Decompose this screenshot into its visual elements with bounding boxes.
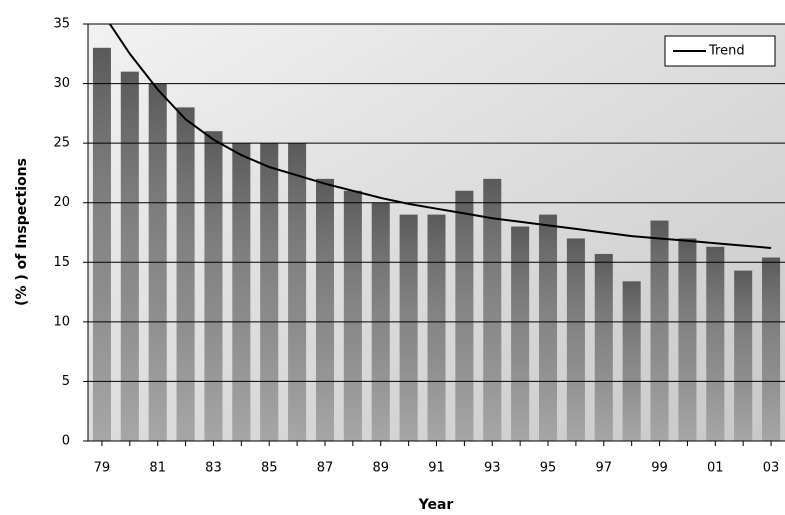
- x-tick-label: 83: [205, 461, 222, 476]
- bar: [566, 238, 585, 441]
- bar: [734, 270, 753, 441]
- bar: [204, 131, 223, 441]
- bar: [650, 220, 669, 441]
- x-tick-label: 87: [317, 461, 334, 476]
- bar: [92, 47, 111, 441]
- x-tick-label: 01: [707, 461, 724, 476]
- y-tick-label: 30: [53, 76, 70, 91]
- bar: [232, 143, 251, 441]
- y-tick-label: 35: [53, 17, 70, 32]
- bar: [762, 257, 781, 441]
- bar: [455, 190, 474, 441]
- y-axis-label: (% ) of Inspections: [14, 158, 30, 306]
- y-tick-label: 20: [53, 195, 70, 210]
- bar: [622, 281, 641, 441]
- y-tick-label: 15: [53, 255, 70, 270]
- x-tick-label: 85: [261, 461, 278, 476]
- x-tick-label: 95: [540, 461, 557, 476]
- y-tick-label: 0: [62, 434, 70, 449]
- x-tick-label: 99: [651, 461, 668, 476]
- y-tick-label: 25: [53, 136, 70, 151]
- bar: [399, 214, 418, 441]
- legend: Trend: [664, 35, 776, 67]
- bar: [539, 214, 558, 441]
- bar: [594, 253, 613, 441]
- bar: [706, 246, 725, 441]
- y-tick-label: 5: [62, 374, 70, 389]
- bar: [315, 178, 334, 441]
- y-tick-label: 10: [53, 314, 70, 329]
- x-tick-label: 81: [149, 461, 166, 476]
- trend-line: [108, 24, 772, 249]
- bar: [678, 238, 697, 441]
- x-tick-label: 93: [484, 461, 501, 476]
- bar: [427, 214, 446, 441]
- x-axis-label: Year: [418, 497, 454, 513]
- legend-label: Trend: [708, 44, 745, 59]
- bar: [260, 143, 279, 441]
- x-tick-label: 97: [596, 461, 613, 476]
- bar: [176, 107, 195, 442]
- x-tick-label: 03: [763, 461, 780, 476]
- x-tick-label: 89: [372, 461, 389, 476]
- bar: [120, 71, 139, 442]
- bar: [343, 190, 362, 441]
- bar: [288, 143, 307, 441]
- x-tick-label: 79: [94, 461, 111, 476]
- bar: [511, 226, 530, 441]
- x-tick-label: 91: [428, 461, 445, 476]
